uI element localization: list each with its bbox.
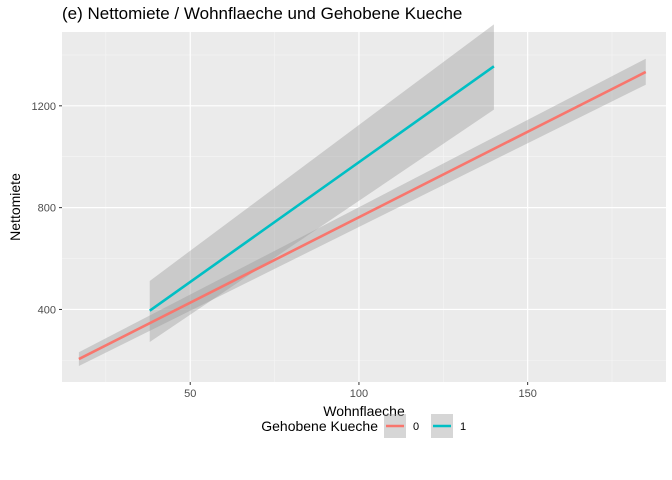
grid-major xyxy=(62,32,666,382)
legend: Gehobene Kueche 0 1 xyxy=(261,414,466,438)
plot-panel xyxy=(62,32,666,382)
regression-line-1 xyxy=(148,65,495,312)
confidence-band-1 xyxy=(149,24,494,343)
y-tick-label: 400 xyxy=(38,304,56,316)
y-axis-title: Nettomiete xyxy=(7,173,23,241)
x-tick-label: 50 xyxy=(184,388,196,400)
x-tick-label: 150 xyxy=(518,388,536,400)
x-axis-ticks: 50 100 150 xyxy=(184,382,537,400)
y-tick-label: 800 xyxy=(38,203,56,215)
legend-title: Gehobene Kueche xyxy=(261,418,378,434)
legend-label-0: 0 xyxy=(413,421,419,433)
chart-title: (e) Nettomiete / Wohnflaeche und Gehoben… xyxy=(62,4,463,23)
grid-minor xyxy=(62,32,666,382)
y-tick-label: 1200 xyxy=(32,101,56,113)
x-tick-label: 100 xyxy=(350,388,368,400)
legend-label-1: 1 xyxy=(460,421,466,433)
confidence-band-0 xyxy=(78,58,646,366)
regression-line-0 xyxy=(78,70,647,361)
y-axis-ticks: 400 800 1200 xyxy=(32,101,62,316)
x-axis-title: Wohnflaeche xyxy=(323,403,405,419)
regression-lines xyxy=(78,65,647,361)
confidence-bands xyxy=(78,24,646,366)
